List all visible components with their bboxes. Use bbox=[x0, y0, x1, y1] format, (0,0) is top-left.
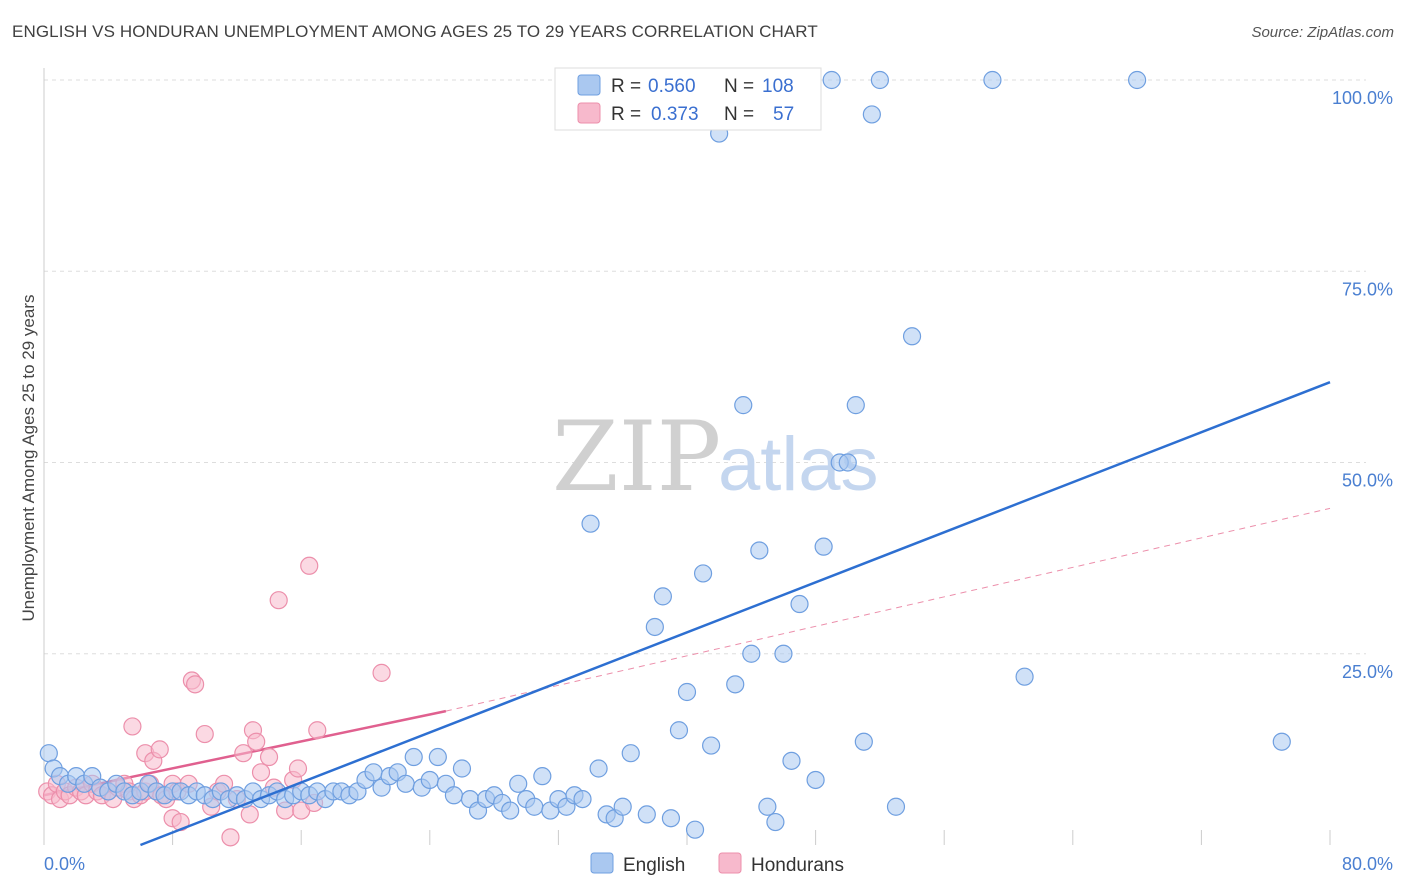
english-point-86 bbox=[734, 396, 753, 415]
english-point-98 bbox=[838, 453, 857, 472]
y-tick-label-2: 75.0% bbox=[1342, 279, 1393, 299]
hondurans-point-55 bbox=[308, 721, 327, 740]
hondurans-point-26 bbox=[123, 717, 142, 736]
english-point-58 bbox=[501, 801, 520, 820]
english-point-85 bbox=[726, 675, 745, 694]
watermark-zip: ZIP bbox=[552, 401, 721, 513]
english-point-79 bbox=[677, 682, 697, 702]
legend-english-swatch bbox=[577, 74, 601, 96]
english-point-49 bbox=[428, 747, 447, 767]
english-point-108 bbox=[1272, 732, 1291, 751]
english-point-90 bbox=[766, 812, 785, 832]
english-point-51 bbox=[444, 786, 464, 805]
hondurans-point-46 bbox=[259, 747, 279, 767]
hondurans-point-44 bbox=[247, 732, 266, 751]
english-point-99 bbox=[846, 396, 865, 415]
english-point-72 bbox=[613, 797, 632, 816]
english-point-61 bbox=[525, 797, 544, 816]
english-point-95 bbox=[814, 537, 833, 556]
english-point-102 bbox=[870, 70, 890, 90]
y-tick-label-3: 100.0% bbox=[1332, 88, 1393, 108]
english-point-68 bbox=[581, 514, 600, 533]
y-tick-label-1: 50.0% bbox=[1342, 471, 1393, 491]
english-point-104 bbox=[902, 327, 922, 346]
x-tick-labels: 0.0% 80.0% bbox=[44, 854, 1393, 874]
legend-hondurans-r-label: R = bbox=[611, 104, 641, 125]
legend-english-r-label: R = bbox=[611, 76, 641, 97]
hondurans-point-45 bbox=[251, 763, 271, 782]
english-point-96 bbox=[822, 70, 841, 90]
legend-bottom-english-label: English bbox=[623, 855, 685, 876]
legend-hondurans-n-value: 57 bbox=[773, 104, 794, 125]
hondurans-point-48 bbox=[269, 591, 288, 610]
english-point-88 bbox=[750, 541, 769, 560]
legend-bottom: English Hondurans bbox=[590, 852, 844, 876]
english-point-80 bbox=[685, 820, 705, 839]
english-point-45 bbox=[396, 774, 415, 793]
english-point-46 bbox=[404, 747, 423, 767]
legend-english-n-label: N = bbox=[724, 76, 754, 97]
series-english-points bbox=[39, 70, 1331, 847]
legend-top: R = 0.560 N = 108 R = 0.373 N = 57 bbox=[554, 67, 822, 131]
source-label: Source: ZipAtlas.com bbox=[1251, 24, 1394, 41]
hondurans-point-35 bbox=[195, 724, 214, 744]
hondurans-point-39 bbox=[221, 828, 240, 847]
y-axis-title: Unemployment Among Ages 25 to 29 years bbox=[19, 295, 38, 622]
english-point-78 bbox=[669, 721, 689, 740]
hondurans-point-53 bbox=[300, 556, 319, 575]
english-point-41 bbox=[364, 763, 383, 782]
english-point-48 bbox=[420, 770, 439, 790]
english-point-76 bbox=[653, 587, 672, 606]
watermark: ZIP atlas bbox=[552, 401, 879, 513]
english-point-103 bbox=[886, 797, 906, 816]
english-point-77 bbox=[661, 809, 681, 828]
hondurans-point-29 bbox=[150, 740, 169, 759]
legend-english-r-value: 0.560 bbox=[648, 76, 696, 97]
legend-bottom-hondurans-swatch bbox=[718, 852, 742, 874]
english-point-81 bbox=[693, 564, 713, 583]
legend-english-n-value: 108 bbox=[762, 76, 794, 97]
english-point-89 bbox=[758, 797, 777, 816]
english-point-82 bbox=[702, 736, 721, 755]
english-point-94 bbox=[806, 770, 825, 790]
english-point-107 bbox=[1127, 70, 1147, 90]
x-tick-label-1: 80.0% bbox=[1342, 854, 1393, 874]
english-point-0 bbox=[39, 744, 58, 763]
x-tick-label-0: 0.0% bbox=[44, 854, 85, 874]
y-tick-labels: 25.0% 50.0% 75.0% 100.0% bbox=[1332, 88, 1393, 682]
english-point-52 bbox=[452, 759, 472, 778]
legend-hondurans-swatch bbox=[577, 102, 601, 124]
english-point-87 bbox=[742, 644, 761, 663]
english-trend-line bbox=[139, 381, 1331, 847]
english-point-73 bbox=[621, 744, 640, 763]
english-point-67 bbox=[573, 789, 592, 809]
english-point-74 bbox=[637, 805, 656, 824]
hondurans-point-41 bbox=[234, 744, 253, 763]
chart-title: ENGLISH VS HONDURAN UNEMPLOYMENT AMONG A… bbox=[12, 22, 818, 41]
y-tick-label-0: 25.0% bbox=[1342, 662, 1393, 682]
hondurans-point-56 bbox=[372, 663, 391, 682]
english-point-92 bbox=[782, 751, 801, 770]
hondurans-point-34 bbox=[186, 675, 205, 694]
hondurans-point-51 bbox=[288, 759, 308, 778]
legend-hondurans-n-label: N = bbox=[724, 104, 754, 125]
legend-bottom-english-swatch bbox=[590, 852, 614, 874]
english-point-91 bbox=[774, 644, 793, 663]
english-point-62 bbox=[533, 767, 552, 786]
legend-hondurans-r-value: 0.373 bbox=[651, 104, 699, 125]
english-point-93 bbox=[790, 594, 809, 614]
english-point-101 bbox=[862, 105, 881, 124]
english-point-106 bbox=[1015, 667, 1034, 686]
legend-bottom-hondurans-label: Hondurans bbox=[751, 855, 844, 876]
english-point-59 bbox=[509, 774, 528, 793]
english-point-100 bbox=[854, 732, 873, 751]
hondurans-trend-extension bbox=[445, 507, 1331, 712]
english-point-75 bbox=[645, 617, 664, 637]
english-point-69 bbox=[589, 759, 608, 778]
hondurans-point-42 bbox=[240, 805, 259, 824]
english-point-105 bbox=[983, 70, 1002, 90]
